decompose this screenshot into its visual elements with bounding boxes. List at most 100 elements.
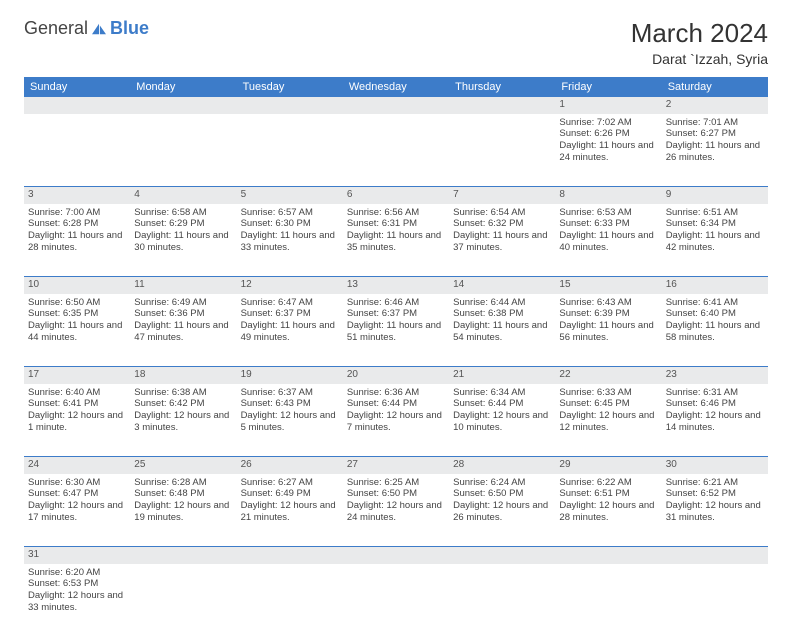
- day-number-cell: 14: [449, 277, 555, 294]
- day-number-cell: [237, 547, 343, 564]
- daylight-text: Daylight: 12 hours and 24 minutes.: [347, 500, 445, 524]
- daylight-text: Daylight: 12 hours and 33 minutes.: [28, 590, 126, 614]
- sunset-text: Sunset: 6:37 PM: [347, 308, 445, 320]
- day-cell: Sunrise: 6:41 AMSunset: 6:40 PMDaylight:…: [662, 294, 768, 367]
- day-number-row: 10111213141516: [24, 277, 768, 294]
- sunset-text: Sunset: 6:29 PM: [134, 218, 232, 230]
- week-row: Sunrise: 6:20 AMSunset: 6:53 PMDaylight:…: [24, 564, 768, 637]
- day-cell: Sunrise: 6:27 AMSunset: 6:49 PMDaylight:…: [237, 474, 343, 547]
- daylight-text: Daylight: 12 hours and 31 minutes.: [666, 500, 764, 524]
- day-number-cell: 17: [24, 367, 130, 384]
- sunrise-text: Sunrise: 6:31 AM: [666, 387, 764, 399]
- sunrise-text: Sunrise: 6:50 AM: [28, 297, 126, 309]
- day-cell: Sunrise: 6:47 AMSunset: 6:37 PMDaylight:…: [237, 294, 343, 367]
- day-cell: [555, 564, 661, 637]
- day-cell: Sunrise: 6:30 AMSunset: 6:47 PMDaylight:…: [24, 474, 130, 547]
- daylight-text: Daylight: 11 hours and 33 minutes.: [241, 230, 339, 254]
- day-number-cell: 20: [343, 367, 449, 384]
- day-cell: Sunrise: 6:54 AMSunset: 6:32 PMDaylight:…: [449, 204, 555, 277]
- day-cell: [343, 564, 449, 637]
- daylight-text: Daylight: 11 hours and 47 minutes.: [134, 320, 232, 344]
- day-cell: Sunrise: 6:34 AMSunset: 6:44 PMDaylight:…: [449, 384, 555, 457]
- day-cell: Sunrise: 6:43 AMSunset: 6:39 PMDaylight:…: [555, 294, 661, 367]
- sunrise-text: Sunrise: 6:20 AM: [28, 567, 126, 579]
- day-cell: Sunrise: 7:02 AMSunset: 6:26 PMDaylight:…: [555, 114, 661, 187]
- sunrise-text: Sunrise: 6:38 AM: [134, 387, 232, 399]
- sunrise-text: Sunrise: 6:57 AM: [241, 207, 339, 219]
- day-number-cell: 8: [555, 187, 661, 204]
- day-cell: Sunrise: 6:20 AMSunset: 6:53 PMDaylight:…: [24, 564, 130, 637]
- daylight-text: Daylight: 12 hours and 3 minutes.: [134, 410, 232, 434]
- day-cell: [343, 114, 449, 187]
- day-number-cell: [237, 97, 343, 114]
- day-cell: [449, 114, 555, 187]
- day-number-cell: 23: [662, 367, 768, 384]
- sunrise-text: Sunrise: 6:44 AM: [453, 297, 551, 309]
- day-number-cell: 9: [662, 187, 768, 204]
- weekday-header: Saturday: [662, 77, 768, 97]
- day-number-row: 24252627282930: [24, 457, 768, 474]
- daylight-text: Daylight: 12 hours and 1 minute.: [28, 410, 126, 434]
- sunset-text: Sunset: 6:28 PM: [28, 218, 126, 230]
- day-cell: Sunrise: 6:28 AMSunset: 6:48 PMDaylight:…: [130, 474, 236, 547]
- sunset-text: Sunset: 6:39 PM: [559, 308, 657, 320]
- sunset-text: Sunset: 6:45 PM: [559, 398, 657, 410]
- location: Darat `Izzah, Syria: [631, 51, 768, 67]
- sunrise-text: Sunrise: 6:54 AM: [453, 207, 551, 219]
- sunset-text: Sunset: 6:46 PM: [666, 398, 764, 410]
- sunset-text: Sunset: 6:49 PM: [241, 488, 339, 500]
- daylight-text: Daylight: 11 hours and 37 minutes.: [453, 230, 551, 254]
- day-number-cell: 16: [662, 277, 768, 294]
- day-number-cell: 5: [237, 187, 343, 204]
- day-cell: Sunrise: 7:00 AMSunset: 6:28 PMDaylight:…: [24, 204, 130, 277]
- day-cell: Sunrise: 6:38 AMSunset: 6:42 PMDaylight:…: [130, 384, 236, 457]
- sunset-text: Sunset: 6:47 PM: [28, 488, 126, 500]
- sunset-text: Sunset: 6:35 PM: [28, 308, 126, 320]
- daylight-text: Daylight: 12 hours and 17 minutes.: [28, 500, 126, 524]
- daylight-text: Daylight: 11 hours and 24 minutes.: [559, 140, 657, 164]
- daylight-text: Daylight: 11 hours and 49 minutes.: [241, 320, 339, 344]
- week-row: Sunrise: 6:40 AMSunset: 6:41 PMDaylight:…: [24, 384, 768, 457]
- day-cell: Sunrise: 6:31 AMSunset: 6:46 PMDaylight:…: [662, 384, 768, 457]
- day-cell: [24, 114, 130, 187]
- day-cell: Sunrise: 6:36 AMSunset: 6:44 PMDaylight:…: [343, 384, 449, 457]
- day-cell: [130, 114, 236, 187]
- sunset-text: Sunset: 6:48 PM: [134, 488, 232, 500]
- sunrise-text: Sunrise: 6:56 AM: [347, 207, 445, 219]
- daylight-text: Daylight: 11 hours and 40 minutes.: [559, 230, 657, 254]
- day-number-cell: 13: [343, 277, 449, 294]
- sunset-text: Sunset: 6:40 PM: [666, 308, 764, 320]
- sunset-text: Sunset: 6:32 PM: [453, 218, 551, 230]
- daylight-text: Daylight: 11 hours and 42 minutes.: [666, 230, 764, 254]
- day-cell: Sunrise: 6:22 AMSunset: 6:51 PMDaylight:…: [555, 474, 661, 547]
- daylight-text: Daylight: 11 hours and 28 minutes.: [28, 230, 126, 254]
- daylight-text: Daylight: 12 hours and 21 minutes.: [241, 500, 339, 524]
- day-number-cell: 28: [449, 457, 555, 474]
- day-cell: [237, 564, 343, 637]
- day-number-cell: 30: [662, 457, 768, 474]
- sunrise-text: Sunrise: 6:58 AM: [134, 207, 232, 219]
- sunset-text: Sunset: 6:50 PM: [347, 488, 445, 500]
- sunset-text: Sunset: 6:44 PM: [347, 398, 445, 410]
- sunrise-text: Sunrise: 6:34 AM: [453, 387, 551, 399]
- sunrise-text: Sunrise: 6:51 AM: [666, 207, 764, 219]
- day-number-cell: [449, 97, 555, 114]
- day-cell: Sunrise: 6:49 AMSunset: 6:36 PMDaylight:…: [130, 294, 236, 367]
- day-number-cell: 2: [662, 97, 768, 114]
- day-number-cell: [24, 97, 130, 114]
- sunset-text: Sunset: 6:37 PM: [241, 308, 339, 320]
- sunset-text: Sunset: 6:51 PM: [559, 488, 657, 500]
- day-number-row: 3456789: [24, 187, 768, 204]
- sunset-text: Sunset: 6:44 PM: [453, 398, 551, 410]
- day-cell: Sunrise: 6:53 AMSunset: 6:33 PMDaylight:…: [555, 204, 661, 277]
- header: General Blue March 2024 Darat `Izzah, Sy…: [24, 18, 768, 67]
- day-cell: Sunrise: 6:21 AMSunset: 6:52 PMDaylight:…: [662, 474, 768, 547]
- month-title: March 2024: [631, 18, 768, 49]
- daylight-text: Daylight: 12 hours and 10 minutes.: [453, 410, 551, 434]
- sunrise-text: Sunrise: 6:36 AM: [347, 387, 445, 399]
- day-cell: [130, 564, 236, 637]
- day-number-cell: 26: [237, 457, 343, 474]
- day-cell: Sunrise: 6:57 AMSunset: 6:30 PMDaylight:…: [237, 204, 343, 277]
- sunrise-text: Sunrise: 6:37 AM: [241, 387, 339, 399]
- day-cell: Sunrise: 6:24 AMSunset: 6:50 PMDaylight:…: [449, 474, 555, 547]
